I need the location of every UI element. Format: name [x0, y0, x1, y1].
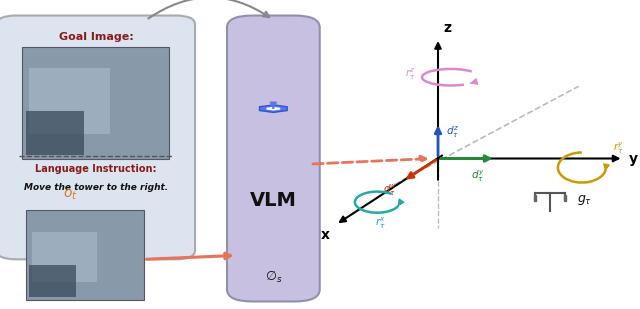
Text: $g_\tau$: $g_\tau$ — [577, 193, 592, 207]
Bar — [26, 111, 84, 155]
Text: x: x — [320, 228, 330, 242]
Text: $r_\tau^x$: $r_\tau^x$ — [375, 216, 386, 231]
Text: $d_\tau^y$: $d_\tau^y$ — [472, 169, 485, 184]
Text: $d_\tau^x$: $d_\tau^x$ — [383, 183, 396, 198]
Bar — [29, 265, 76, 297]
Text: Goal Image:: Goal Image: — [58, 32, 133, 42]
Text: $\mathit{o}_t$: $\mathit{o}_t$ — [63, 188, 78, 202]
Text: $r_\tau^y$: $r_\tau^y$ — [612, 140, 624, 156]
Text: Language Instruction:: Language Instruction: — [35, 164, 157, 174]
Bar — [29, 68, 109, 134]
Text: $r_\tau^z$: $r_\tau^z$ — [404, 66, 415, 82]
Bar — [22, 47, 170, 159]
Text: z: z — [443, 21, 451, 35]
Text: y: y — [628, 151, 637, 166]
Text: Move the tower to the right.: Move the tower to the right. — [24, 183, 168, 192]
Bar — [32, 232, 97, 282]
Text: $d_\tau^z$: $d_\tau^z$ — [445, 125, 459, 140]
Bar — [26, 210, 144, 300]
FancyBboxPatch shape — [227, 15, 320, 302]
Polygon shape — [259, 105, 287, 112]
Text: $\emptyset_s$: $\emptyset_s$ — [265, 269, 282, 286]
Polygon shape — [266, 107, 280, 111]
Text: VLM: VLM — [250, 191, 297, 210]
FancyBboxPatch shape — [0, 15, 195, 259]
